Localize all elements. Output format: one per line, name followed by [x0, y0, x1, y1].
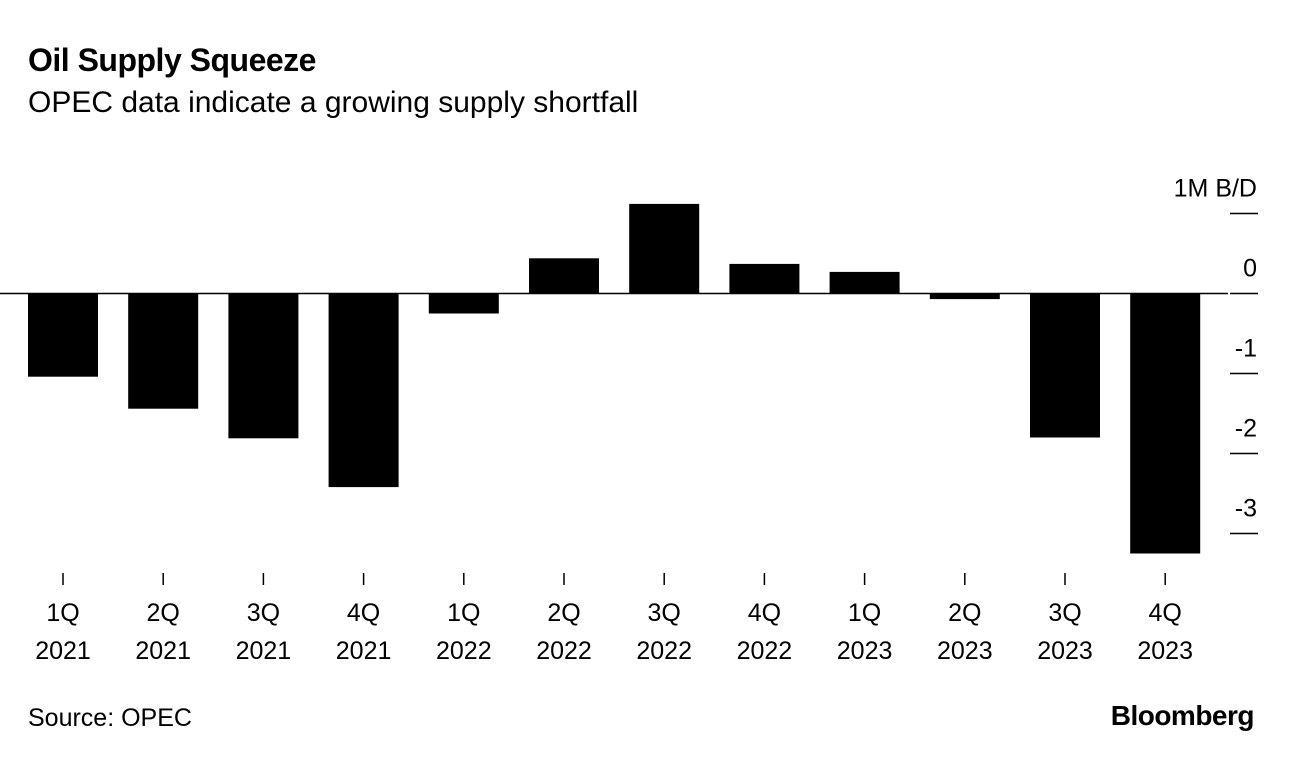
bar-1Q-2023: [829, 271, 900, 294]
x-tick-label-year: 2022: [536, 637, 592, 665]
y-tick-label: 0: [1243, 255, 1257, 283]
x-tick-label-year: 2021: [236, 637, 292, 665]
x-tick-label-year: 2021: [35, 637, 91, 665]
x-tick-label-quarter: 3Q: [247, 599, 280, 627]
x-tick-label-year: 2021: [135, 637, 191, 665]
x-tick-label-quarter: 2Q: [147, 599, 180, 627]
x-tick-label-quarter: 2Q: [547, 599, 580, 627]
x-tick-label-quarter: 4Q: [347, 599, 380, 627]
bar-3Q-2022: [629, 203, 700, 294]
bloomberg-logo: Bloomberg: [1110, 700, 1255, 731]
bar-4Q-2022: [729, 263, 800, 294]
y-tick-label: -3: [1235, 495, 1257, 523]
chart-subtitle: OPEC data indicate a growing supply shor…: [28, 86, 639, 119]
x-tick-label-year: 2023: [837, 637, 893, 665]
x-tick-label-year: 2022: [636, 637, 692, 665]
bar-series: [28, 203, 1201, 554]
x-tick-label-quarter: 4Q: [1149, 599, 1182, 627]
bar-3Q-2023: [1030, 293, 1100, 438]
x-tick-label-year: 2023: [937, 637, 993, 665]
x-axis: 1Q 2021 2Q 2021 3Q 2021 4Q 2021 1Q 2022 2Q 2022 3Q 20…: [35, 573, 1193, 665]
bar-2Q-2021: [128, 293, 199, 409]
bar-3Q-2021: [228, 293, 299, 439]
x-tick-label-quarter: 3Q: [648, 599, 681, 627]
source-note: Source: OPEC: [28, 704, 192, 732]
x-tick-label-quarter: 1Q: [46, 599, 79, 627]
y-tick-label: 1M B/D: [1174, 175, 1257, 203]
bar-2Q-2023: [929, 293, 1000, 300]
x-tick-label-quarter: 4Q: [748, 599, 781, 627]
x-tick-label-year: 2022: [436, 637, 492, 665]
y-tick-label: -1: [1235, 335, 1257, 363]
bar-1Q-2022: [428, 293, 499, 314]
x-tick-label-year: 2022: [737, 637, 793, 665]
bar-2Q-2022: [529, 258, 599, 294]
x-tick-label-quarter: 1Q: [447, 599, 480, 627]
x-tick-label-quarter: 1Q: [848, 599, 881, 627]
x-tick-label-quarter: 3Q: [1048, 599, 1081, 627]
bar-4Q-2023: [1130, 293, 1201, 554]
x-tick-label-year: 2021: [336, 637, 392, 665]
x-tick-label-year: 2023: [1037, 637, 1093, 665]
x-tick-label-quarter: 2Q: [948, 599, 981, 627]
y-axis: 1M B/D 0 -1 -2 -3: [1174, 175, 1258, 535]
chart-title: Oil Supply Squeeze: [28, 42, 316, 78]
x-tick-label-year: 2023: [1137, 637, 1193, 665]
bar-1Q-2021: [28, 293, 98, 377]
bar-4Q-2021: [328, 293, 399, 488]
y-tick-label: -2: [1235, 415, 1257, 443]
